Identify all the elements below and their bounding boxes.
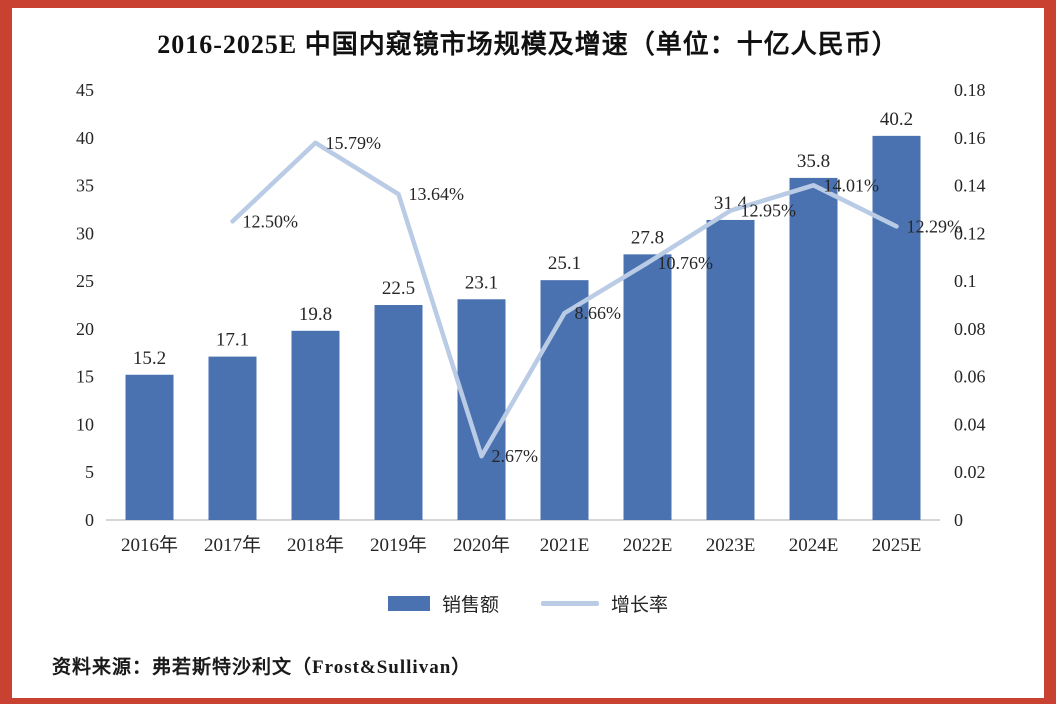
y-left-tick-label: 20 [76, 319, 94, 339]
bar-value-label: 19.8 [299, 304, 332, 325]
y-left-tick-label: 5 [85, 462, 94, 482]
y-left-tick-label: 30 [76, 223, 94, 243]
bar-series-swatch [387, 596, 430, 611]
y-right-tick-label: 0.02 [954, 462, 986, 482]
y-right-tick-label: 0.1 [954, 271, 977, 291]
y-left-tick-label: 0 [85, 510, 94, 530]
legend-label-growth: 增长率 [611, 595, 669, 616]
line-value-label: 12.50% [243, 211, 299, 231]
x-tick-label: 2023E [706, 535, 756, 556]
legend-item-growth: 增长率 [541, 590, 668, 617]
y-right-tick-label: 0.08 [954, 319, 986, 339]
y-right-tick-label: 0.06 [954, 367, 986, 387]
x-tick-label: 2019年 [370, 534, 427, 556]
source-note: 资料来源：弗若斯特沙利文（Frost&Sullivan） [52, 657, 472, 678]
bar-value-label: 35.8 [797, 151, 830, 172]
bar-value-label: 40.2 [880, 109, 913, 130]
growth-line [230, 140, 899, 459]
line-series-swatch [541, 601, 599, 606]
bar-value-label: 25.1 [548, 253, 581, 274]
line-value-label: 12.29% [907, 216, 963, 236]
line-value-label: 15.79% [326, 133, 382, 153]
x-tick-label: 2016年 [121, 534, 178, 556]
y-right-tick-label: 0.16 [954, 128, 986, 148]
chart-panel: 2016-2025E 中国内窥镜市场规模及增速（单位：十亿人民币） 45 40 35… [12, 8, 1044, 698]
bar [872, 135, 921, 520]
y-right-tick-label: 0.12 [954, 223, 986, 243]
legend-label-sales: 销售额 [441, 595, 499, 616]
x-tick-label: 2021E [540, 535, 590, 556]
chart-legend: 销售额 增长率 [12, 590, 1044, 617]
x-tick-label: 2018年 [287, 534, 344, 556]
bar-value-label: 23.1 [465, 272, 498, 293]
y-right-tick-label: 0.04 [954, 414, 986, 434]
bar [706, 219, 755, 520]
line-value-label: 8.66% [575, 303, 622, 323]
y-right-tick-label: 0.14 [954, 176, 986, 196]
line-value-label: 14.01% [824, 175, 880, 195]
x-tick-label: 2020年 [453, 534, 510, 556]
x-tick-label: 2025E [872, 535, 922, 556]
chart-canvas: 45 40 35 30 25 20 15 10 5 0 0.18 0.16 0.14 0.12 0.1 0.0… [76, 80, 986, 556]
line-value-label: 12.95% [741, 201, 797, 221]
x-tick-label: 2022E [623, 535, 673, 556]
legend-item-sales: 销售额 [387, 590, 499, 617]
bar [291, 330, 340, 520]
bar [208, 356, 257, 520]
bar-value-label: 15.2 [133, 348, 166, 369]
line-value-label: 10.76% [658, 253, 714, 273]
y-left-tick-label: 45 [76, 80, 94, 100]
bar-value-label: 17.1 [216, 330, 249, 351]
y-right-tick-label: 0.18 [954, 80, 986, 100]
y-left-tick-label: 25 [76, 271, 94, 291]
bar-value-label: 27.8 [631, 227, 664, 248]
chart-title: 2016-2025E 中国内窥镜市场规模及增速（单位：十亿人民币） [157, 30, 899, 59]
line-value-label: 13.64% [409, 184, 465, 204]
y-right-tick-label: 0 [954, 510, 963, 530]
bar [125, 374, 174, 520]
bar [374, 305, 423, 520]
x-tick-label: 2017年 [204, 534, 261, 556]
line-value-label: 2.67% [492, 446, 539, 466]
y-left-tick-label: 40 [76, 128, 94, 148]
y-left-tick-label: 35 [76, 176, 94, 196]
bar [623, 254, 672, 520]
bar-value-label: 22.5 [382, 278, 415, 299]
bar [540, 280, 589, 520]
y-left-tick-label: 15 [76, 367, 94, 387]
y-left-tick-label: 10 [76, 414, 94, 434]
bar [789, 177, 838, 520]
x-tick-label: 2024E [789, 535, 839, 556]
